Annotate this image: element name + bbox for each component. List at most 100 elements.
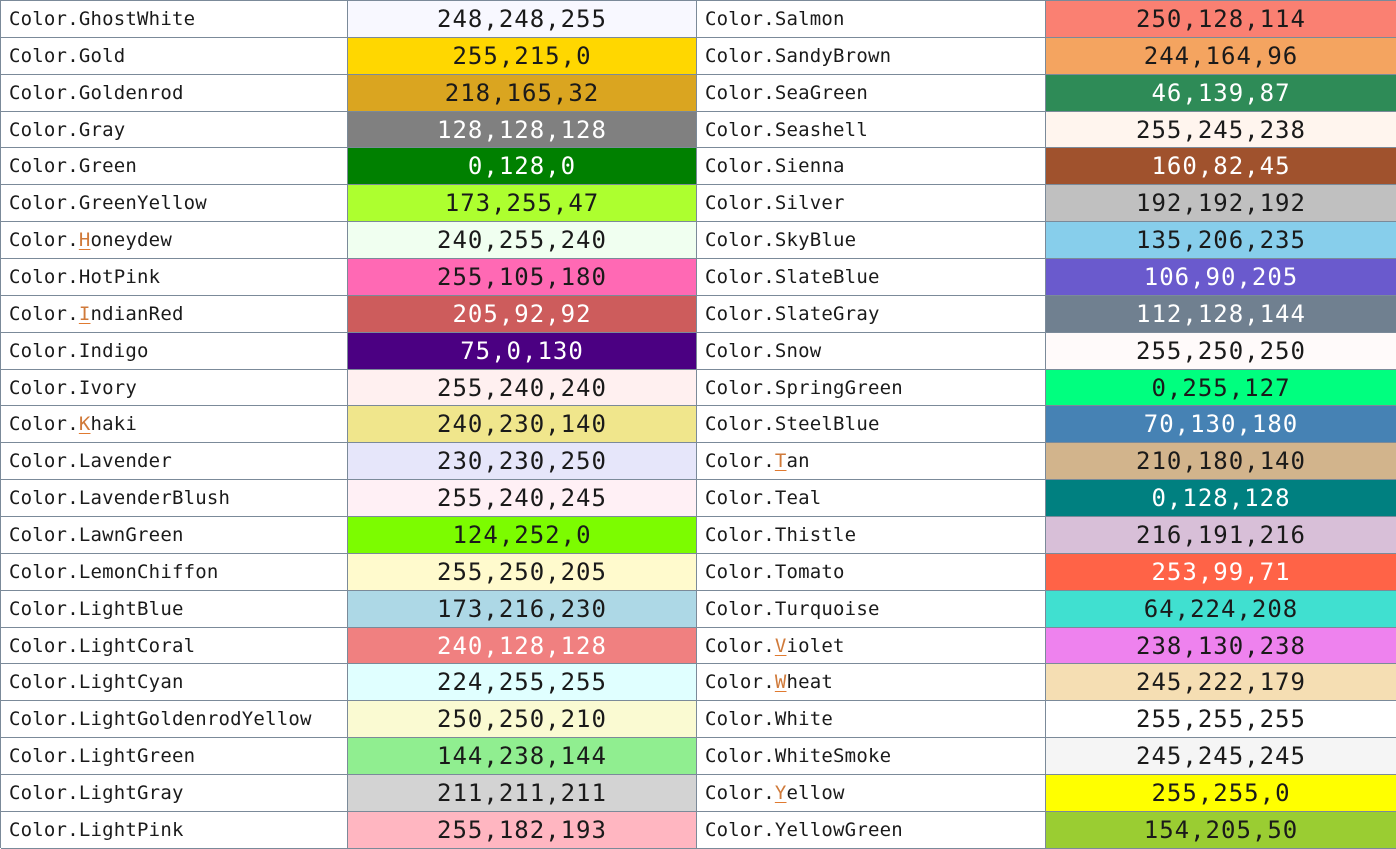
color-name-text: YellowGreen bbox=[774, 818, 903, 841]
color-name-initial: K bbox=[78, 413, 91, 436]
rgb-value: 144,238,144 bbox=[437, 742, 607, 771]
color-name-text: SlateBlue bbox=[774, 265, 880, 288]
color-name-cell: Color. WhiteSmoke bbox=[697, 738, 1046, 776]
color-name-text: Tomato bbox=[774, 560, 845, 583]
color-swatch-yellow: 255,255,0 bbox=[1046, 775, 1396, 812]
color-name-text: Turquoise bbox=[774, 597, 880, 620]
color-name-text: GhostWhite bbox=[78, 7, 196, 30]
color-prefix: Color. bbox=[9, 229, 79, 252]
color-name-cell: Color. Sienna bbox=[697, 148, 1046, 186]
rgb-value: 154,205,50 bbox=[1143, 815, 1299, 844]
color-name-cell: Color. LavenderBlush bbox=[1, 480, 348, 518]
color-name-text: LightGreen bbox=[78, 745, 196, 768]
color-name-cell: Color. LightGreen bbox=[1, 738, 348, 776]
rgb-value: 245,222,179 bbox=[1136, 668, 1306, 697]
color-prefix: Color. bbox=[705, 302, 775, 325]
color-prefix: Color. bbox=[705, 413, 775, 436]
rgb-value: 244,164,96 bbox=[1143, 41, 1299, 70]
color-name-text: ndianRed bbox=[90, 302, 184, 325]
color-prefix: Color. bbox=[9, 118, 79, 141]
color-swatch-green: 0,128,0 bbox=[348, 148, 697, 186]
color-name-text: iolet bbox=[786, 634, 845, 657]
rgb-value: 250,250,210 bbox=[437, 705, 607, 734]
color-name-cell: Color. SteelBlue bbox=[697, 406, 1046, 444]
rgb-value: 245,245,245 bbox=[1136, 742, 1306, 771]
color-name-cell: Color. Teal bbox=[697, 480, 1046, 518]
color-name-cell: Color. Snow bbox=[697, 332, 1046, 370]
color-swatch-skyblue: 135,206,235 bbox=[1046, 222, 1396, 260]
color-swatch-turquoise: 64,224,208 bbox=[1046, 590, 1396, 628]
color-prefix: Color. bbox=[9, 671, 79, 694]
color-prefix: Color. bbox=[705, 523, 775, 546]
color-name-text: Gray bbox=[78, 118, 126, 141]
rgb-value: 255,250,205 bbox=[437, 557, 607, 586]
color-name-text: SpringGreen bbox=[774, 376, 903, 399]
color-name-cell: Color. LightGray bbox=[1, 775, 348, 812]
color-swatch-lightcoral: 240,128,128 bbox=[348, 627, 697, 665]
color-name-cell: Color. Goldenrod bbox=[1, 74, 348, 112]
color-prefix: Color. bbox=[9, 155, 79, 178]
rgb-value: 250,128,114 bbox=[1136, 4, 1306, 33]
color-name-cell: Color. HotPink bbox=[1, 259, 348, 296]
color-swatch-lightcyan: 224,255,255 bbox=[348, 664, 697, 702]
color-name-text: SandyBrown bbox=[774, 44, 892, 67]
color-swatch-lawngreen: 124,252,0 bbox=[348, 517, 697, 554]
color-swatch-lemonchiffon: 255,250,205 bbox=[348, 553, 697, 591]
rgb-value: 124,252,0 bbox=[452, 520, 592, 549]
color-name-text: Ivory bbox=[78, 376, 138, 399]
color-name-initial: W bbox=[774, 671, 787, 694]
rgb-value: 112,128,144 bbox=[1136, 299, 1306, 328]
color-name-cell: Color. Lavender bbox=[1, 443, 348, 481]
color-swatch-gold: 255,215,0 bbox=[348, 37, 697, 75]
color-prefix: Color. bbox=[705, 192, 775, 215]
color-name-cell: Color. Ivory bbox=[1, 369, 348, 407]
rgb-value: 205,92,92 bbox=[452, 299, 592, 328]
color-prefix: Color. bbox=[705, 155, 775, 178]
color-prefix: Color. bbox=[9, 560, 79, 583]
rgb-value: 238,130,238 bbox=[1136, 631, 1306, 660]
color-prefix: Color. bbox=[9, 192, 79, 215]
rgb-value: 253,99,71 bbox=[1151, 557, 1291, 586]
color-name-cell: Color. LightCoral bbox=[1, 627, 348, 665]
color-name-cell: Color. SkyBlue bbox=[697, 222, 1046, 260]
color-swatch-violet: 238,130,238 bbox=[1046, 627, 1396, 665]
color-swatch-tomato: 253,99,71 bbox=[1046, 553, 1396, 591]
rgb-value: 255,105,180 bbox=[437, 262, 607, 291]
color-name-text: Thistle bbox=[774, 523, 857, 546]
color-name-cell: Color. Turquoise bbox=[697, 590, 1046, 628]
rgb-value: 240,128,128 bbox=[437, 631, 607, 660]
color-name-cell: Color. LightPink bbox=[1, 811, 348, 849]
rgb-value: 255,250,250 bbox=[1136, 336, 1306, 365]
color-name-cell: Color. LightGoldenrodYellow bbox=[1, 701, 348, 739]
color-name-text: White bbox=[774, 708, 834, 731]
color-prefix: Color. bbox=[9, 781, 79, 804]
color-name-text: SeaGreen bbox=[774, 81, 868, 104]
color-swatch-indianred: 205,92,92 bbox=[348, 295, 697, 333]
color-name-cell: Color. GreenYellow bbox=[1, 185, 348, 223]
rgb-value: 211,211,211 bbox=[437, 778, 607, 807]
color-name-initial: Y bbox=[774, 781, 787, 804]
rgb-value: 218,165,32 bbox=[444, 78, 600, 107]
color-swatch-seashell: 255,245,238 bbox=[1046, 111, 1396, 149]
color-prefix: Color. bbox=[705, 745, 775, 768]
rgb-value: 240,230,140 bbox=[437, 410, 607, 439]
rgb-value: 0,128,0 bbox=[467, 152, 577, 181]
color-prefix: Color. bbox=[705, 339, 775, 362]
color-name-initial: T bbox=[774, 450, 787, 473]
color-name-text: SteelBlue bbox=[774, 413, 880, 436]
color-prefix: Color. bbox=[705, 487, 775, 510]
color-prefix: Color. bbox=[9, 302, 79, 325]
color-name-text: LightPink bbox=[78, 818, 184, 841]
color-name-text: WhiteSmoke bbox=[774, 745, 892, 768]
color-swatch-hotpink: 255,105,180 bbox=[348, 259, 697, 296]
color-swatch-indigo: 75,0,130 bbox=[348, 332, 697, 370]
rgb-value: 224,255,255 bbox=[437, 668, 607, 697]
color-name-text: LightCoral bbox=[78, 634, 196, 657]
rgb-value: 0,255,127 bbox=[1151, 373, 1291, 402]
color-name-text: LawnGreen bbox=[78, 523, 184, 546]
color-prefix: Color. bbox=[9, 597, 79, 620]
color-prefix: Color. bbox=[9, 7, 79, 30]
